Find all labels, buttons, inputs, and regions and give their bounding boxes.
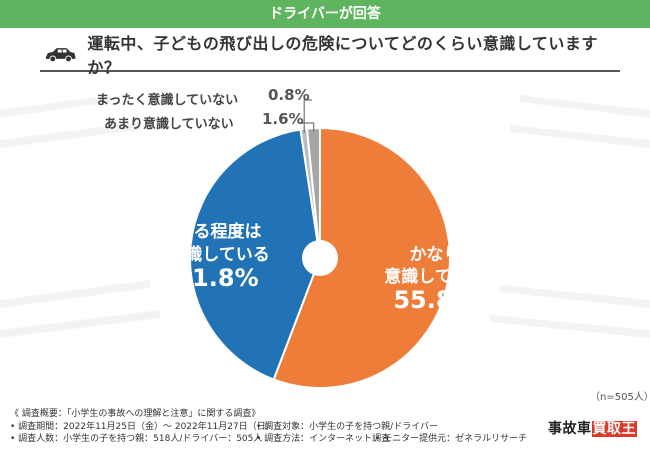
footer-method: • 調査方法：インターネット調査: [256, 434, 391, 444]
slice-label-line-1a: ある程度は: [176, 222, 262, 242]
slice-pct-1: 41.8%: [175, 264, 259, 292]
footer-target: • 調査対象：小学生の子を持つ親/ドライバー: [256, 421, 439, 432]
logo-part1: 事故車: [548, 421, 592, 437]
footer-overview: 《 調査概要：「小学生の事故への理解と注意」に関する調査》: [10, 409, 261, 419]
pie-center-hole: [302, 240, 338, 276]
footer-count: • 調査人数：小学生の子を持つ親：518人/ドライバー：505人: [10, 434, 263, 444]
slice-label-line-1b: 意識している: [168, 245, 270, 265]
slice-label-line-0a: かなり: [409, 245, 461, 265]
slice-label-2: まったく意識していない: [96, 93, 239, 108]
car-icon: [45, 48, 76, 63]
pie-slice-0: [272, 126, 451, 389]
leader-line-2: [303, 99, 312, 133]
question-header: 運転中、子どもの飛び出しの危険についてどのくらい意識していますか？: [40, 34, 620, 77]
slice-pct-2: 0.8%: [268, 86, 310, 104]
footer-period: • 調査期間：2022年11月25日（金）～ 2022年11月27日（日）: [10, 421, 275, 432]
header-banner: ドライバーが回答: [0, 0, 650, 28]
logo-part2: 買取王: [591, 421, 637, 437]
slice-pct-3: 1.6%: [262, 110, 304, 128]
survey-footer: 《 調査概要：「小学生の事故への理解と注意」に関する調査》 • 調査期間：202…: [10, 408, 527, 446]
footer-provider: • モニター提供元：ゼネラルリサーチ: [375, 434, 528, 444]
slice-label-line-0b: 意識している: [384, 267, 486, 287]
question-text: 運転中、子どもの飛び出しの危険についてどのくらい意識していますか？: [87, 34, 598, 77]
sample-size-note: （n=505人）: [590, 392, 650, 403]
leader-line-3: [300, 122, 315, 133]
pie-slice-1: [189, 128, 322, 381]
slice-label-3: あまり意識していない: [104, 117, 234, 132]
slice-pct-0: 55.8%: [393, 286, 477, 314]
brand-logo: 事故車買取王: [548, 418, 637, 438]
